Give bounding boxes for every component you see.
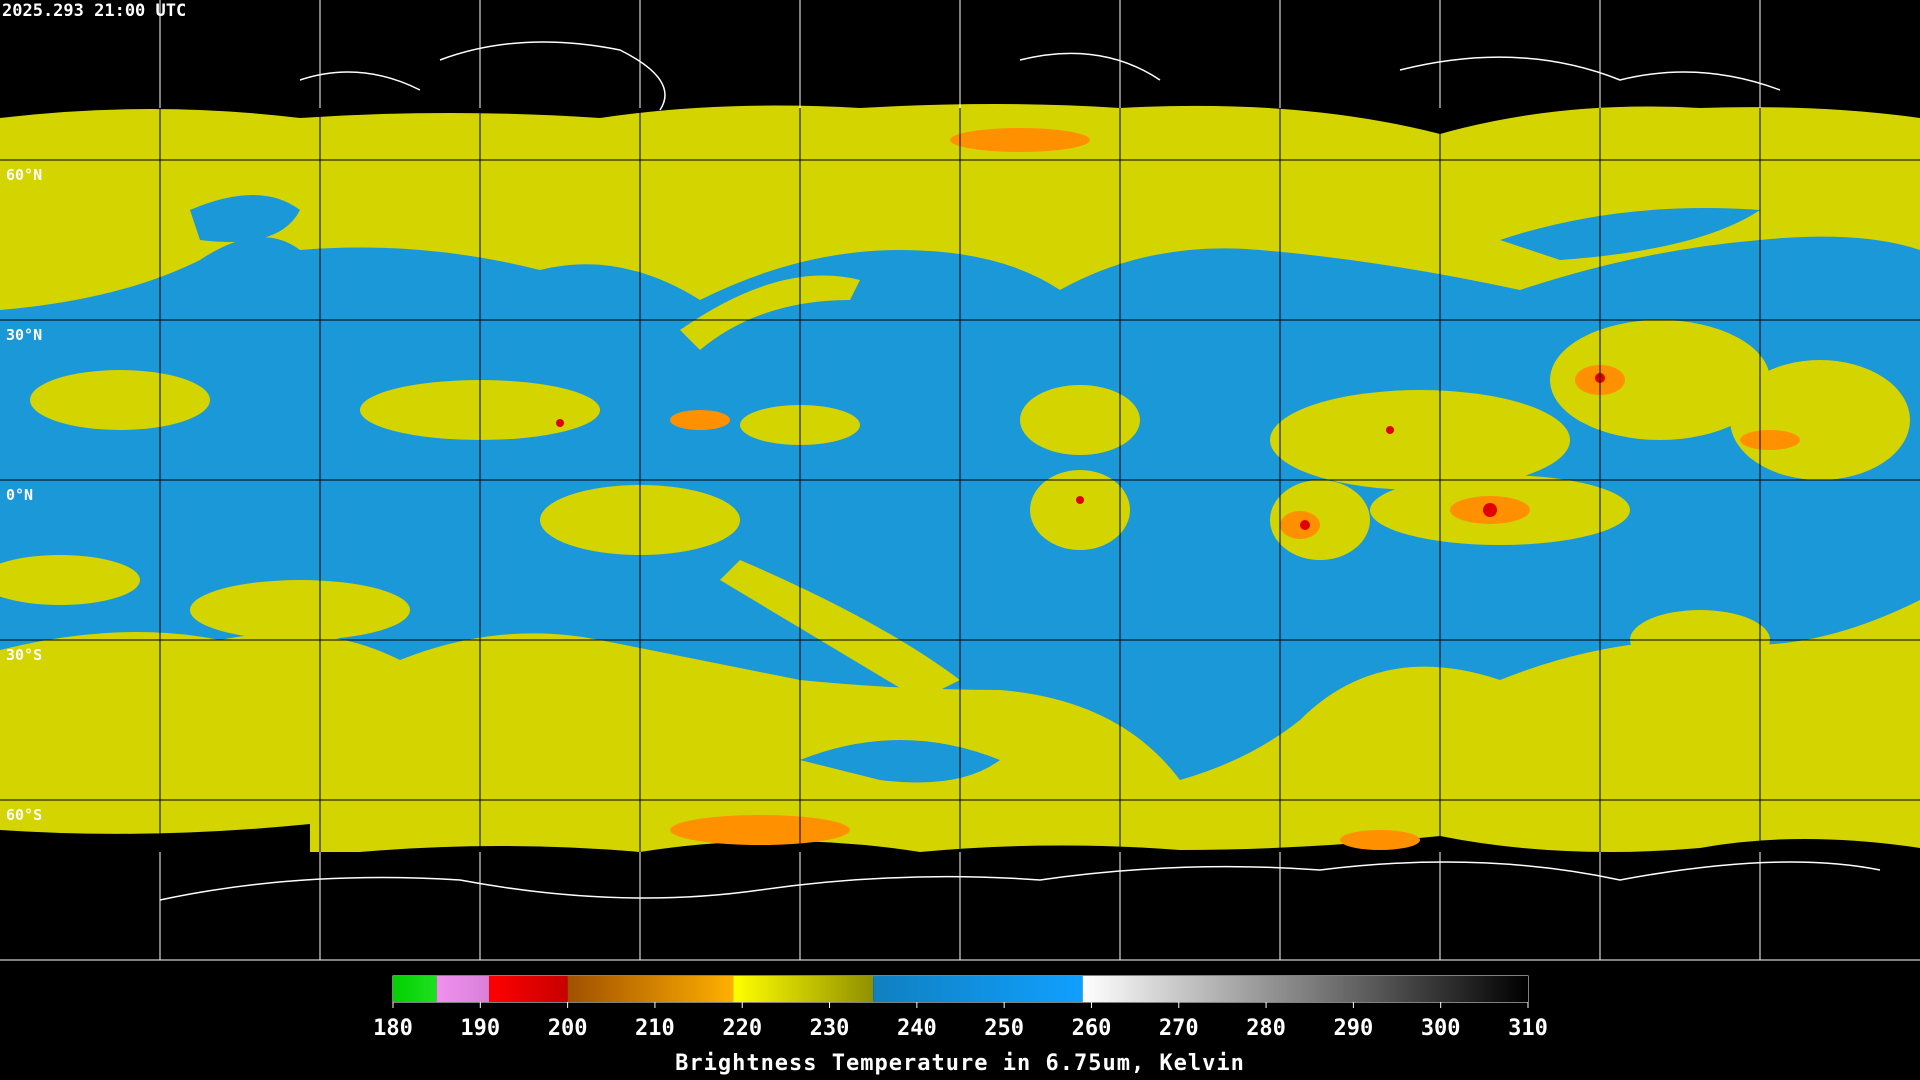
timestamp: 2025.293 21:00 UTC	[2, 1, 186, 21]
colorbar-tick-label: 310	[1508, 1016, 1548, 1041]
colorbar-tick-label: 270	[1159, 1016, 1199, 1041]
dry-region	[190, 195, 300, 242]
colorbar-tick-label: 290	[1334, 1016, 1374, 1041]
colorbar-tick-label: 250	[984, 1016, 1024, 1041]
dry-region	[800, 740, 1000, 783]
colorbar-tick-label: 190	[460, 1016, 500, 1041]
cold-cloud	[670, 128, 1800, 850]
colorbar-segment	[1082, 976, 1528, 1002]
colorbar-tick-label: 230	[810, 1016, 850, 1041]
colorbar-tick-label: 210	[635, 1016, 675, 1041]
colorbar-title: Brightness Temperature in 6.75um, Kelvin	[675, 1051, 1245, 1076]
lat-label: 30°N	[6, 326, 42, 344]
lat-label: 60°N	[6, 166, 42, 184]
lat-label: 60°S	[6, 806, 42, 824]
colorbar-segment	[436, 976, 490, 1002]
colorbar-tick-label: 240	[897, 1016, 937, 1041]
colorbar-segment	[489, 976, 568, 1002]
coastline	[159, 41, 1881, 901]
lat-labels: 60°N 30°N 0°N 30°S 60°S	[6, 166, 42, 824]
colorbar-tick-label: 260	[1072, 1016, 1112, 1041]
colorbar-tick-label: 180	[373, 1016, 413, 1041]
graticule	[0, 0, 1920, 961]
colorbar-segment	[567, 976, 734, 1002]
colorbar-tick-label: 300	[1421, 1016, 1461, 1041]
colorbar-tick-label: 280	[1246, 1016, 1286, 1041]
colorbar-tick-label: 200	[548, 1016, 588, 1041]
colorbar-segment	[733, 976, 874, 1002]
lat-label: 30°S	[6, 646, 42, 664]
colorbar: 180 190 200 210 220 230 240 250 260 270 280 290 300 3…	[373, 976, 1548, 1041]
colorbar-segment	[873, 976, 1083, 1002]
colorbar-tick-label: 220	[722, 1016, 762, 1041]
dry-region	[1500, 208, 1760, 260]
lat-label: 0°N	[6, 486, 33, 504]
colorbar-segment	[393, 976, 437, 1002]
